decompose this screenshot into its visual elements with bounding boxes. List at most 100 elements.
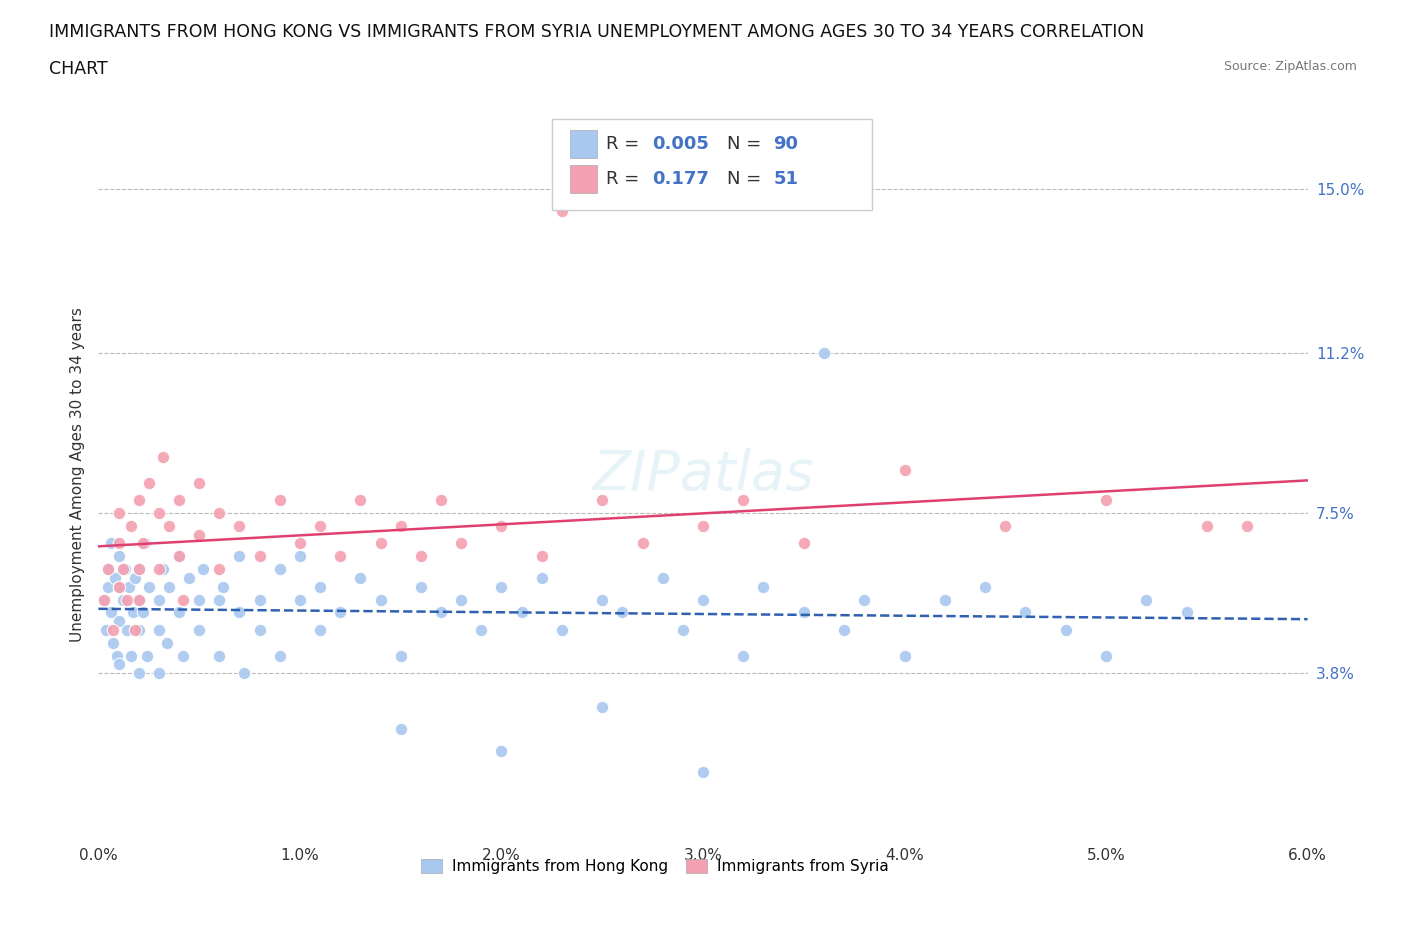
Legend: Immigrants from Hong Kong, Immigrants from Syria: Immigrants from Hong Kong, Immigrants fr… [415,853,894,880]
Point [167,493,190,508]
Point [692,592,714,607]
Point [631,536,654,551]
FancyBboxPatch shape [569,166,596,193]
Point [188,527,211,542]
Point [309,622,332,637]
Point [134,536,156,551]
Point [389,722,412,737]
Point [107,549,129,564]
Point [232,666,254,681]
Point [100,605,122,620]
Point [107,579,129,594]
Point [832,622,855,637]
Point [591,592,613,607]
Point [138,579,160,594]
Point [148,592,170,607]
Point [692,764,714,779]
Point [208,506,231,521]
Point [111,592,134,607]
Point [733,493,755,508]
Point [228,549,250,564]
Point [111,562,134,577]
Point [349,570,371,585]
Point [212,579,235,594]
Point [994,519,1017,534]
Point [409,579,432,594]
Text: 0.005: 0.005 [652,135,709,153]
Point [551,622,574,637]
Point [349,493,371,508]
Point [893,648,915,663]
Point [389,519,412,534]
Point [409,549,432,564]
Point [107,536,129,551]
Text: ZIPatlas: ZIPatlas [592,448,814,500]
Text: 0.177: 0.177 [652,170,709,188]
Point [491,519,513,534]
Point [148,506,170,521]
Point [193,562,215,577]
Point [107,579,129,594]
Point [1054,622,1077,637]
Point [309,579,332,594]
Point [1236,519,1258,534]
Point [288,549,311,564]
Point [551,204,574,219]
Point [120,519,142,534]
Point [1014,605,1036,620]
Point [853,592,876,607]
Point [208,592,231,607]
Point [430,605,453,620]
Point [188,592,211,607]
Point [249,622,271,637]
Point [208,562,231,577]
Point [172,592,194,607]
Point [269,493,291,508]
Point [97,562,120,577]
Point [389,648,412,663]
Point [733,648,755,663]
Point [100,536,122,551]
Point [167,549,190,564]
Point [132,536,155,551]
Point [128,562,150,577]
Text: CHART: CHART [49,60,108,78]
Point [128,622,150,637]
Point [115,592,138,607]
Point [148,622,170,637]
Point [96,622,118,637]
Point [138,475,160,490]
Point [124,570,146,585]
Point [612,605,634,620]
Text: N =: N = [727,135,768,153]
Point [188,475,211,490]
Point [107,657,129,671]
Point [152,562,174,577]
Point [591,700,613,715]
Point [692,519,714,534]
Point [128,592,150,607]
Point [157,519,180,534]
Point [450,592,472,607]
Point [128,592,150,607]
Point [101,635,124,650]
Point [269,648,291,663]
Point [124,622,146,637]
FancyBboxPatch shape [569,130,596,158]
Point [97,562,120,577]
Point [167,549,190,564]
Point [1095,648,1118,663]
Point [249,592,271,607]
Point [793,605,815,620]
Point [148,666,170,681]
Point [1095,493,1118,508]
Point [752,579,775,594]
Point [470,622,492,637]
Point [228,605,250,620]
Text: 90: 90 [773,135,799,153]
Text: IMMIGRANTS FROM HONG KONG VS IMMIGRANTS FROM SYRIA UNEMPLOYMENT AMONG AGES 30 TO: IMMIGRANTS FROM HONG KONG VS IMMIGRANTS … [49,23,1144,41]
Point [135,648,157,663]
Point [152,449,174,464]
Point [672,622,695,637]
Point [510,605,533,620]
